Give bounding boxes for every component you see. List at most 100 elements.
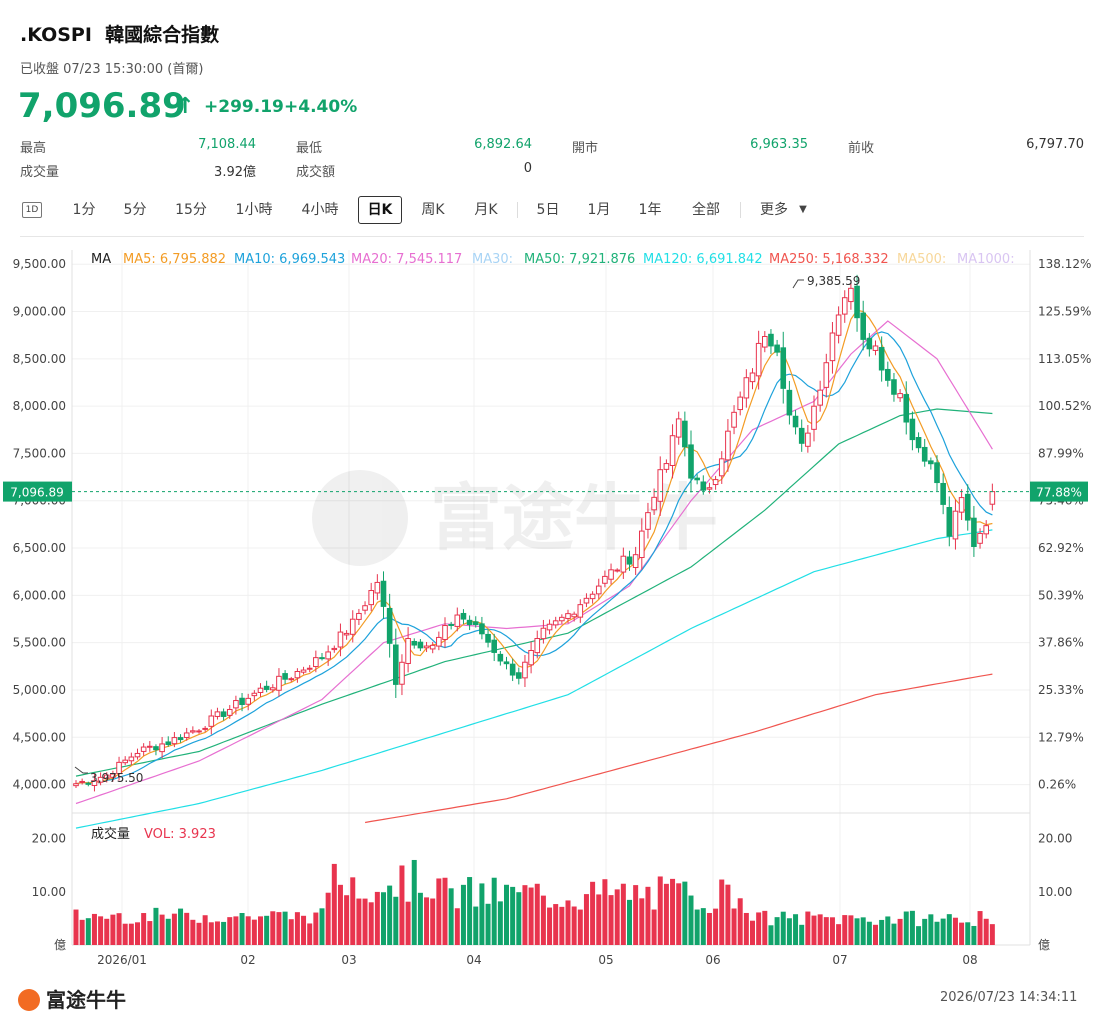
volume-bar — [491, 877, 497, 945]
legend-ma[interactable]: MA — [91, 252, 111, 267]
chart-type-icon[interactable]: 1D — [22, 202, 42, 218]
high-value: 7,108.44 — [198, 137, 256, 152]
tab-1hour[interactable]: 1小時 — [235, 202, 273, 218]
legend-ma250: MA250: 5,168.332 — [769, 252, 889, 267]
kline-chart[interactable]: 富途牛牛 9,500.00 138.12% 9,000.00 125.59% 8,500… — [0, 238, 1103, 983]
volume-bar — [688, 895, 694, 945]
volume-bar — [221, 921, 227, 945]
ticker-title: .KOSPI 韓國綜合指數 — [20, 20, 219, 47]
volume-bar — [651, 909, 657, 945]
candle-body — [399, 661, 405, 685]
tab-all[interactable]: 全部 — [692, 202, 720, 218]
y-tick-label: 4,500.00 — [13, 730, 66, 744]
candle-body — [552, 620, 559, 626]
candle-body — [294, 671, 301, 679]
watermark-text: 富途牛牛 — [430, 476, 718, 560]
volume-bar — [756, 912, 762, 945]
tab-more[interactable]: 更多 — [760, 202, 788, 218]
volume-bar — [258, 916, 263, 945]
y-right-tick-label: 113.05% — [1038, 352, 1091, 366]
candle-body — [497, 653, 504, 662]
volume-bar — [294, 912, 300, 945]
tab-daily-k[interactable]: 日K — [358, 196, 402, 224]
candle-body — [534, 638, 541, 654]
candle-body — [657, 469, 664, 502]
volume-bar — [460, 884, 466, 945]
candle-body — [226, 708, 233, 716]
volume-bar — [79, 919, 85, 945]
volume-bar — [110, 914, 116, 945]
volume-bar — [128, 923, 134, 945]
volume-bar — [184, 912, 190, 945]
candle-body — [245, 697, 251, 705]
candle-body — [700, 481, 707, 491]
volume-bar — [559, 906, 565, 945]
tab-15min[interactable]: 15分 — [175, 202, 207, 218]
volume-bar — [479, 883, 485, 945]
candle-body — [405, 638, 411, 664]
tab-1month[interactable]: 1月 — [587, 202, 611, 218]
volume-bar — [811, 915, 817, 945]
volume-bar — [270, 911, 276, 945]
tab-monthly-k[interactable]: 月K — [474, 202, 498, 218]
legend-ma10: MA10: 6,969.543 — [234, 252, 345, 267]
up-arrow-icon: ↑ — [176, 94, 195, 119]
volume-bar — [381, 892, 386, 945]
candle-body — [110, 773, 116, 778]
chevron-down-icon[interactable]: ▼ — [799, 204, 807, 215]
candle-body — [749, 372, 756, 383]
min-annotation: 3,975.50 — [90, 771, 143, 785]
volume-bar — [264, 915, 270, 945]
volume-bar — [928, 914, 934, 945]
price-change-pct: +4.40% — [284, 97, 358, 117]
candle-body — [325, 651, 331, 660]
tab-weekly-k[interactable]: 周K — [421, 202, 445, 218]
candle-body — [411, 640, 418, 646]
tab-5min[interactable]: 5分 — [123, 202, 147, 218]
x-tick-label: 03 — [341, 953, 356, 967]
candle-body — [780, 347, 787, 389]
candle-body — [663, 463, 670, 470]
vol-right-tick-label: 億 — [1038, 938, 1050, 952]
candle-body — [472, 621, 479, 626]
candle-body — [356, 612, 362, 620]
x-tick-label: 2026/01 — [97, 953, 147, 967]
volume-bar — [424, 897, 430, 945]
ma50-line — [75, 408, 993, 777]
candle-body — [669, 435, 676, 467]
chart-grid — [71, 250, 1031, 946]
low-label: 最低 — [296, 141, 323, 156]
y-tick-label: 6,000.00 — [13, 588, 66, 602]
volume-bar — [836, 924, 842, 945]
volume-bar — [325, 892, 331, 945]
candle-body — [934, 462, 940, 484]
volume-bar — [510, 886, 516, 945]
volume-bar — [171, 913, 177, 945]
candle-body — [509, 663, 516, 676]
candle-body — [491, 639, 497, 653]
y-tick-label: 6,500.00 — [13, 541, 66, 555]
tab-5day[interactable]: 5日 — [536, 202, 560, 218]
vol-right-tick-label: 20.00 — [1038, 832, 1072, 846]
market-status: 已收盤 07/23 15:30:00 (首爾) — [20, 62, 204, 77]
volume-bar — [873, 924, 878, 945]
legend-ma5: MA5: 6,795.882 — [123, 252, 226, 267]
volume-bar — [596, 894, 602, 945]
min-pointer — [74, 766, 88, 774]
candle-body — [639, 530, 645, 558]
legend-ma500: MA500: — [897, 252, 946, 267]
ticker-symbol: .KOSPI — [20, 24, 92, 46]
y-right-tick-label: 125.59% — [1038, 305, 1091, 319]
candle-body — [85, 782, 92, 785]
candle-body — [872, 345, 879, 351]
tab-1min[interactable]: 1分 — [72, 202, 96, 218]
tab-4hour[interactable]: 4小時 — [301, 202, 339, 218]
tab-1year[interactable]: 1年 — [638, 202, 662, 218]
volume-bar — [374, 891, 380, 945]
candle-body — [540, 627, 547, 640]
volume-bar — [301, 915, 307, 945]
candle-body — [682, 420, 688, 448]
volume-bar — [854, 918, 860, 945]
volume-bar — [590, 881, 596, 945]
turnover-value: 0 — [523, 161, 532, 176]
